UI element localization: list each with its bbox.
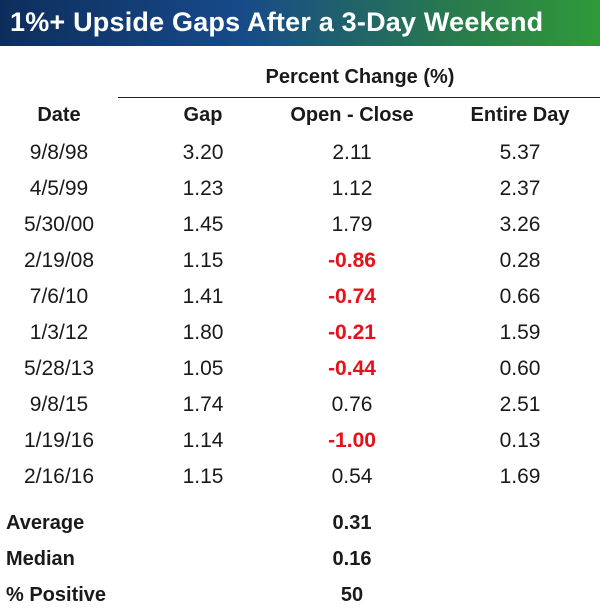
table-cell-entire-day: 5.37 (499, 141, 541, 164)
summary-label-percent-positive: % Positive (6, 584, 107, 606)
column-header-date: Date (37, 104, 81, 126)
table-cell-gap: 3.20 (182, 141, 224, 164)
table-cell-open-close: 0.54 (331, 465, 373, 488)
page-title: 1%+ Upside Gaps After a 3-Day Weekend (10, 7, 544, 37)
table-cell-open-close: 1.12 (331, 177, 373, 200)
table-cell-entire-day: 2.51 (499, 393, 541, 416)
column-header-entire-day: Entire Day (470, 104, 570, 126)
table-cell-entire-day: 1.69 (499, 465, 541, 488)
table-cell-gap: 1.74 (182, 393, 224, 416)
table-cell-entire-day: 2.37 (499, 177, 541, 200)
table-cell-open-close: -0.21 (328, 321, 376, 344)
summary-value-median: 0.16 (332, 548, 372, 570)
table-cell-entire-day: 0.28 (499, 249, 541, 272)
column-header-gap: Gap (183, 104, 223, 126)
table-cell-open-close: -0.86 (328, 249, 376, 272)
table-cell-gap: 1.14 (182, 429, 224, 452)
table-cell-entire-day: 0.13 (499, 429, 541, 452)
table-cell-date: 5/30/00 (23, 213, 95, 236)
table-cell-open-close: 2.11 (332, 141, 372, 164)
table-cell-gap: 1.80 (182, 321, 224, 344)
table-cell-date: 1/19/16 (23, 429, 95, 452)
table-cell-gap: 1.45 (182, 213, 224, 236)
summary-value-percent-positive: 50 (340, 584, 364, 606)
table-cell-gap: 1.05 (182, 357, 224, 380)
group-header: Percent Change (%) (265, 66, 455, 88)
title-banner: 1%+ Upside Gaps After a 3-Day Weekend (0, 0, 600, 46)
summary-label-average: Average (6, 512, 85, 534)
column-header-open-close: Open - Close (290, 104, 414, 126)
table-cell-date: 2/16/16 (23, 465, 95, 488)
table-cell-date: 1/3/12 (29, 321, 89, 344)
table-cell-entire-day: 0.60 (499, 357, 541, 380)
summary-value-average: 0.31 (332, 512, 372, 534)
table-cell-date: 9/8/98 (29, 141, 89, 164)
table-cell-date: 5/28/13 (23, 357, 95, 380)
table-cell-open-close: 0.76 (331, 393, 373, 416)
table-cell-date: 2/19/08 (23, 249, 95, 272)
table-cell-entire-day: 0.66 (499, 285, 541, 308)
group-header-rule (118, 97, 600, 98)
table-cell-open-close: -0.74 (328, 285, 376, 308)
table-cell-open-close: 1.79 (331, 213, 373, 236)
table-cell-gap: 1.15 (182, 249, 224, 272)
table-cell-date: 7/6/10 (29, 285, 89, 308)
table-cell-entire-day: 3.26 (499, 213, 541, 236)
table-cell-entire-day: 1.59 (499, 321, 541, 344)
table-cell-gap: 1.41 (182, 285, 224, 308)
table-cell-date: 9/8/15 (29, 393, 89, 416)
table-cell-open-close: -1.00 (328, 429, 376, 452)
table-cell-gap: 1.23 (182, 177, 224, 200)
table-cell-gap: 1.15 (182, 465, 224, 488)
table-cell-date: 4/5/99 (29, 177, 89, 200)
table-cell-open-close: -0.44 (328, 357, 376, 380)
summary-label-median: Median (6, 548, 75, 570)
